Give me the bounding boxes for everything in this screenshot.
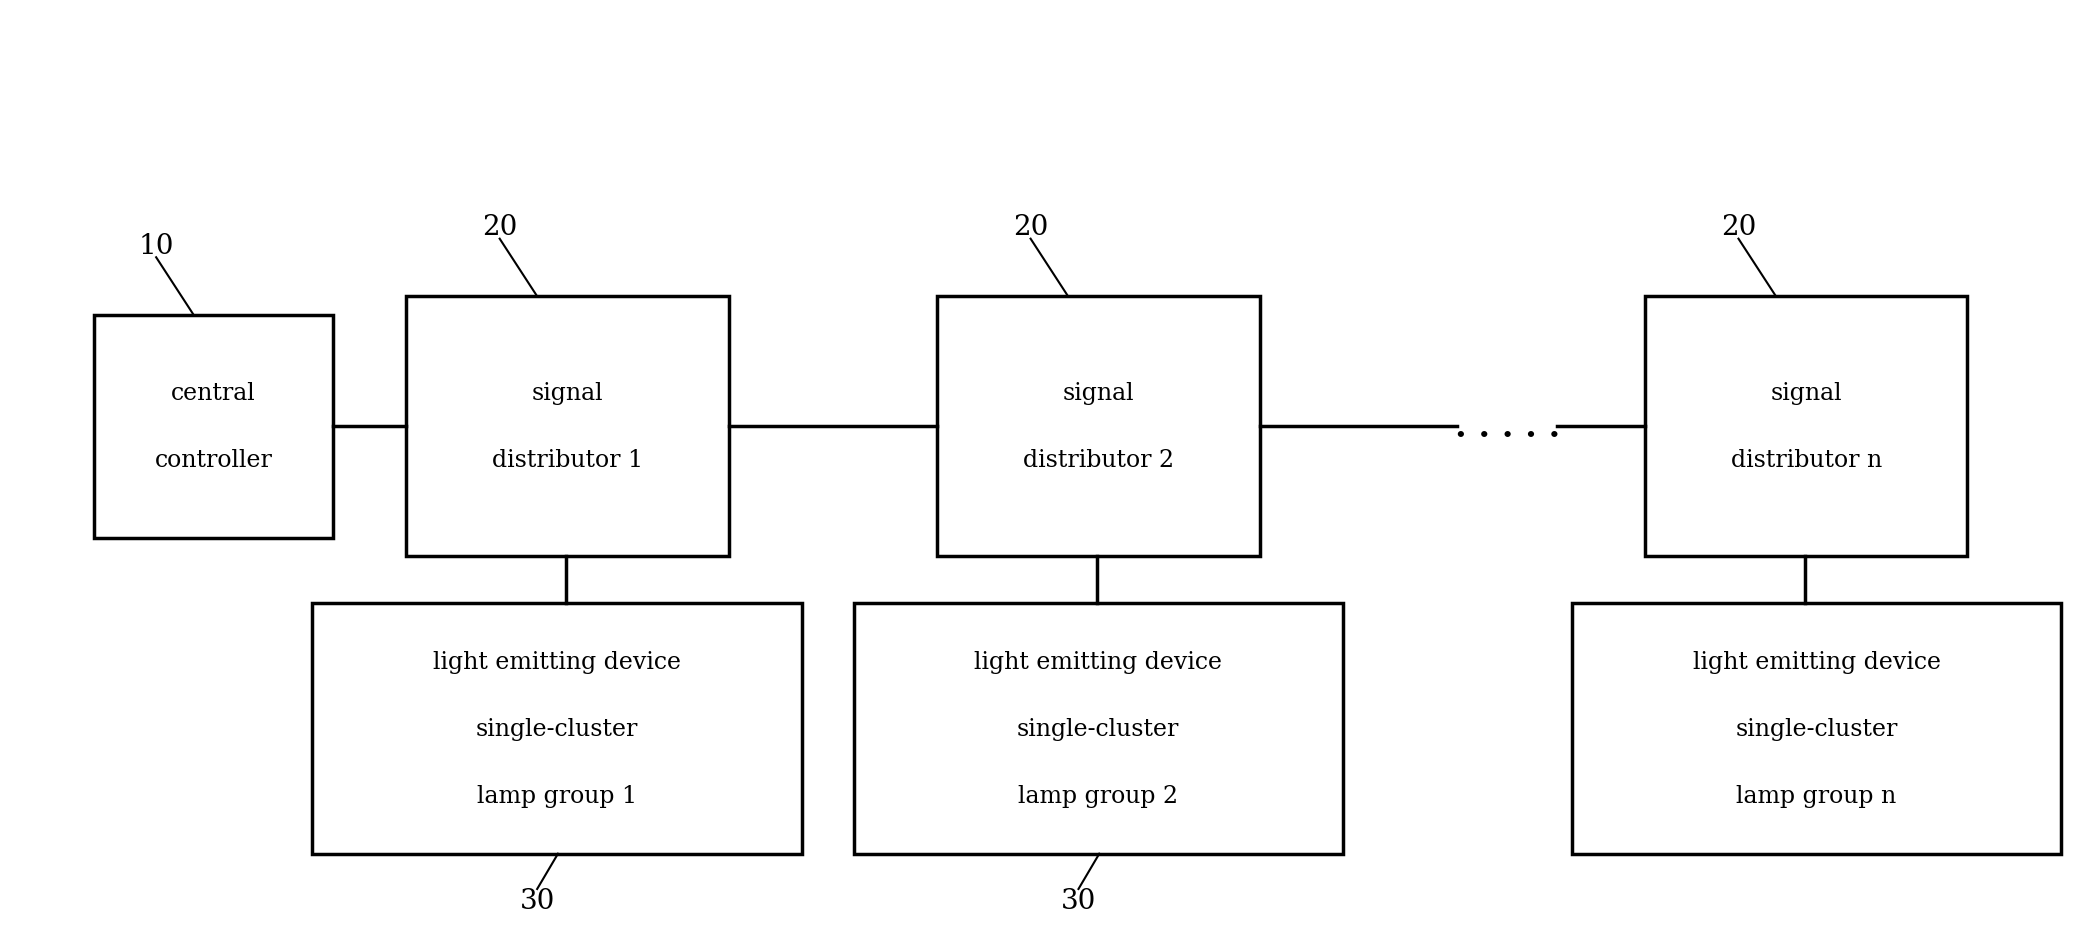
- Text: 30: 30: [520, 886, 554, 914]
- Text: signal: signal: [1770, 382, 1843, 405]
- Text: light emitting device: light emitting device: [974, 651, 1222, 673]
- Text: lamp group 2: lamp group 2: [1018, 784, 1178, 806]
- Text: . . . . .: . . . . .: [1455, 410, 1559, 444]
- Text: controller: controller: [154, 449, 273, 471]
- Text: 10: 10: [137, 232, 175, 260]
- Bar: [1645, 297, 1967, 557]
- Text: 20: 20: [1722, 213, 1755, 241]
- Text: single-cluster: single-cluster: [1736, 717, 1897, 740]
- Text: 30: 30: [1062, 886, 1095, 914]
- Text: signal: signal: [531, 382, 604, 405]
- Text: signal: signal: [1062, 382, 1135, 405]
- Bar: [854, 603, 1343, 854]
- Text: single-cluster: single-cluster: [1018, 717, 1178, 740]
- Text: single-cluster: single-cluster: [477, 717, 637, 740]
- Bar: [406, 297, 729, 557]
- Text: central: central: [171, 382, 256, 405]
- Text: lamp group 1: lamp group 1: [477, 784, 637, 806]
- Bar: [312, 603, 802, 854]
- Bar: [94, 316, 333, 538]
- Text: distributor n: distributor n: [1730, 449, 1882, 471]
- Text: 20: 20: [1014, 213, 1047, 241]
- Text: lamp group n: lamp group n: [1736, 784, 1897, 806]
- Bar: [937, 297, 1260, 557]
- Text: distributor 1: distributor 1: [491, 449, 643, 471]
- Text: light emitting device: light emitting device: [1693, 651, 1940, 673]
- Text: 20: 20: [483, 213, 516, 241]
- Text: light emitting device: light emitting device: [433, 651, 681, 673]
- Text: distributor 2: distributor 2: [1022, 449, 1174, 471]
- Bar: [1572, 603, 2061, 854]
